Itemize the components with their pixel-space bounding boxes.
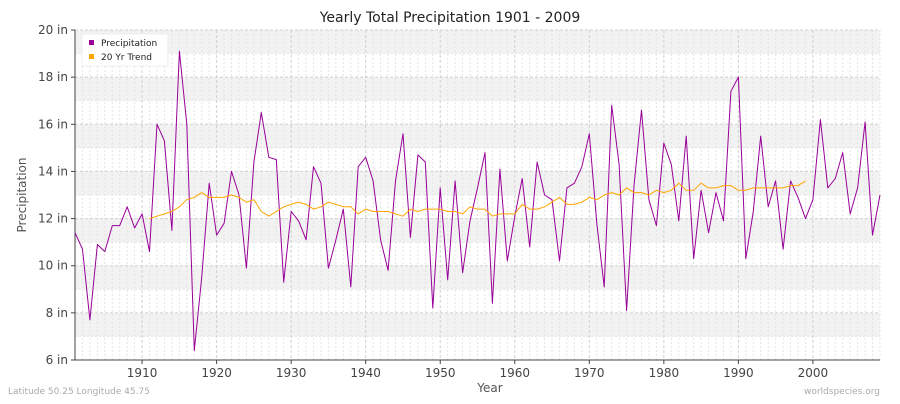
legend-box	[81, 33, 169, 67]
footer-coordinates: Latitude 50.25 Longitude 45.75	[8, 387, 150, 397]
y-tick-label: 16 in	[38, 117, 68, 131]
y-tick-label: 14 in	[38, 164, 68, 178]
y-tick-label: 18 in	[38, 70, 68, 84]
y-tick-label: 6 in	[46, 353, 68, 367]
x-tick-label: 1960	[499, 366, 530, 380]
x-tick-label: 1940	[350, 366, 381, 380]
plot-band	[75, 77, 880, 101]
x-tick-label: 1910	[127, 366, 158, 380]
chart-title: Yearly Total Precipitation 1901 - 2009	[319, 10, 581, 26]
axes	[74, 30, 880, 361]
legend: Precipitation 20 Yr Trend	[81, 33, 169, 67]
series-lines	[74, 50, 881, 352]
legend-swatch-trend	[89, 54, 94, 59]
x-axis-label: Year	[476, 381, 502, 395]
x-tick-label: 1920	[201, 366, 232, 380]
x-tick-label: 1970	[574, 366, 605, 380]
x-tick-label: 1930	[276, 366, 307, 380]
legend-swatch-precipitation	[89, 40, 94, 45]
x-tick-label: 2000	[798, 366, 829, 380]
legend-label-precipitation: Precipitation	[101, 39, 157, 49]
precipitation-line	[74, 50, 881, 352]
y-tick-label: 8 in	[46, 306, 68, 320]
footer-source: worldspecies.org	[804, 387, 880, 397]
legend-label-trend: 20 Yr Trend	[101, 53, 152, 63]
y-axis-label: Precipitation	[15, 157, 29, 232]
plot-band	[75, 265, 880, 290]
y-tick-label: 10 in	[38, 259, 68, 273]
trend-line	[149, 180, 806, 220]
x-tick-label: 1990	[723, 366, 754, 380]
y-axis-ticks: 6 in 8 in 10 in 12 in 14 in 16 in 18 in 20 in	[38, 23, 75, 367]
minor-gridlines	[74, 30, 881, 360]
x-axis-ticks: 1910 1920 1930 1940 1950 1960 1970 1980 1990 2000	[127, 360, 828, 380]
x-tick-label: 1980	[649, 366, 680, 380]
y-tick-label: 20 in	[38, 23, 68, 37]
y-tick-label: 12 in	[38, 212, 68, 226]
x-tick-label: 1950	[425, 366, 456, 380]
